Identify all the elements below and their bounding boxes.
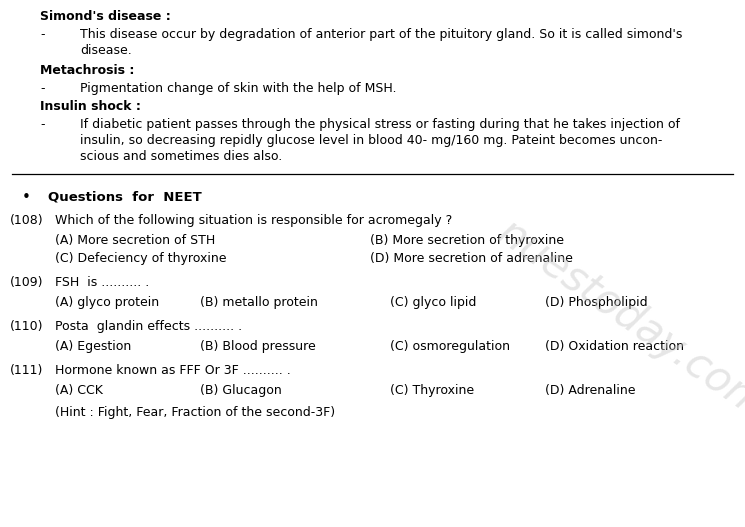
Text: (B) metallo protein: (B) metallo protein [200,296,318,309]
Text: (B) Glucagon: (B) Glucagon [200,384,282,397]
Text: (C) Thyroxine: (C) Thyroxine [390,384,474,397]
Text: Metachrosis :: Metachrosis : [40,64,134,77]
Text: (B) Blood pressure: (B) Blood pressure [200,340,316,353]
Text: (B) More secretion of thyroxine: (B) More secretion of thyroxine [370,234,564,247]
Text: -: - [40,28,45,41]
Text: •: • [22,190,31,205]
Text: (D) Adrenaline: (D) Adrenaline [545,384,635,397]
Text: (108): (108) [10,214,44,227]
Text: (A) glyco protein: (A) glyco protein [55,296,159,309]
Text: (A) Egestion: (A) Egestion [55,340,131,353]
Text: (C) glyco lipid: (C) glyco lipid [390,296,476,309]
Text: This disease occur by degradation of anterior part of the pituitory gland. So it: This disease occur by degradation of ant… [80,28,682,41]
Text: (110): (110) [10,320,43,333]
Text: Hormone known as FFF Or 3F .......... .: Hormone known as FFF Or 3F .......... . [55,364,291,377]
Text: -: - [40,118,45,131]
Text: (C) osmoregulation: (C) osmoregulation [390,340,510,353]
Text: (C) Defeciency of thyroxine: (C) Defeciency of thyroxine [55,252,226,265]
Text: Posta  glandin effects .......... .: Posta glandin effects .......... . [55,320,242,333]
Text: disease.: disease. [80,44,132,57]
Text: If diabetic patient passes through the physical stress or fasting during that he: If diabetic patient passes through the p… [80,118,680,131]
Text: FSH  is .......... .: FSH is .......... . [55,276,149,289]
Text: (D) Phospholipid: (D) Phospholipid [545,296,647,309]
Text: Simond's disease :: Simond's disease : [40,10,171,23]
Text: -: - [40,82,45,95]
Text: (111): (111) [10,364,43,377]
Text: nuestoday.com: nuestoday.com [490,212,745,428]
Text: Pigmentation change of skin with the help of MSH.: Pigmentation change of skin with the hel… [80,82,396,95]
Text: scious and sometimes dies also.: scious and sometimes dies also. [80,150,282,163]
Text: (A) More secretion of STH: (A) More secretion of STH [55,234,215,247]
Text: (D) Oxidation reaction: (D) Oxidation reaction [545,340,684,353]
Text: Insulin shock :: Insulin shock : [40,100,141,113]
Text: (Hint : Fight, Fear, Fraction of the second-3F): (Hint : Fight, Fear, Fraction of the sec… [55,406,335,419]
Text: (109): (109) [10,276,43,289]
Text: (D) More secretion of adrenaline: (D) More secretion of adrenaline [370,252,573,265]
Text: Which of the following situation is responsible for acromegaly ?: Which of the following situation is resp… [55,214,452,227]
Text: insulin, so decreasing repidly glucose level in blood 40- mg/160 mg. Pateint bec: insulin, so decreasing repidly glucose l… [80,134,662,147]
Text: (A) CCK: (A) CCK [55,384,103,397]
Text: Questions  for  NEET: Questions for NEET [48,190,202,203]
